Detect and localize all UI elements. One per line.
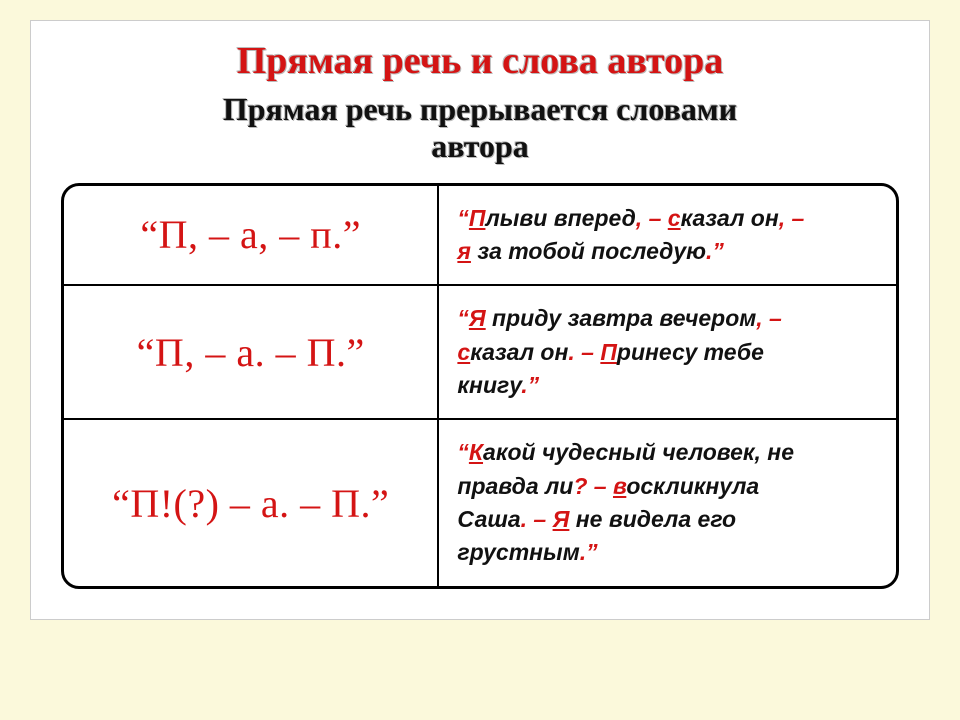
text-segment: с bbox=[457, 339, 470, 365]
text-segment: книгу bbox=[457, 372, 521, 398]
page-title: Прямая речь и слова автора bbox=[61, 39, 899, 83]
text-segment: не видела его bbox=[569, 506, 736, 532]
example-cell: “Плыви вперед, – сказал он, – я за тобой… bbox=[438, 186, 896, 286]
page-background: Прямая речь и слова автора Прямая речь п… bbox=[0, 0, 960, 720]
text-segment: , – bbox=[779, 205, 805, 231]
text-segment: с bbox=[668, 205, 681, 231]
text-segment: в bbox=[613, 473, 626, 499]
text-segment: лыви вперед bbox=[485, 205, 635, 231]
text-segment: “ bbox=[457, 205, 469, 231]
text-segment: приду завтра вечером bbox=[486, 305, 757, 331]
text-segment: “ bbox=[457, 439, 469, 465]
text-segment: .” bbox=[580, 539, 598, 565]
text-segment: .” bbox=[521, 372, 539, 398]
text-segment: “ bbox=[457, 305, 469, 331]
example-cell: “Я приду завтра вечером, – сказал он. – … bbox=[438, 285, 896, 419]
example-cell: “Какой чудесный человек, не правда ли? –… bbox=[438, 419, 896, 585]
text-segment: правда ли bbox=[457, 473, 573, 499]
text-segment: . – bbox=[521, 506, 553, 532]
text-segment: К bbox=[469, 439, 483, 465]
pattern-cell: “П!(?) – а. – П.” bbox=[64, 419, 438, 585]
subtitle-line-1: Прямая речь прерывается словами bbox=[223, 91, 737, 127]
text-segment: акой чудесный человек, не bbox=[483, 439, 794, 465]
text-segment: грустным bbox=[457, 539, 579, 565]
page-subtitle: Прямая речь прерывается словами автора bbox=[61, 91, 899, 165]
text-segment: за тобой последую bbox=[471, 238, 706, 264]
text-segment: ? – bbox=[573, 473, 613, 499]
text-segment: казал он bbox=[470, 339, 568, 365]
table-row: “П!(?) – а. – П.”“Какой чудесный человек… bbox=[64, 419, 896, 585]
text-segment: ринесу тебе bbox=[617, 339, 764, 365]
text-segment: Саша bbox=[457, 506, 520, 532]
table-row: “П, – а. – П.”“Я приду завтра вечером, –… bbox=[64, 285, 896, 419]
text-segment: П bbox=[469, 205, 486, 231]
pattern-cell: “П, – а, – п.” bbox=[64, 186, 438, 286]
text-segment: , – bbox=[756, 305, 782, 331]
text-segment: казал он bbox=[681, 205, 779, 231]
text-segment: Я bbox=[553, 506, 570, 532]
rules-table-wrap: “П, – а, – п.”“Плыви вперед, – сказал он… bbox=[61, 183, 899, 589]
rules-table-body: “П, – а, – п.”“Плыви вперед, – сказал он… bbox=[64, 186, 896, 586]
text-segment: я bbox=[457, 238, 471, 264]
text-segment: П bbox=[600, 339, 617, 365]
pattern-cell: “П, – а. – П.” bbox=[64, 285, 438, 419]
text-segment: оскликнула bbox=[626, 473, 759, 499]
text-segment: . – bbox=[568, 339, 600, 365]
text-segment: Я bbox=[469, 305, 486, 331]
subtitle-line-2: автора bbox=[431, 128, 529, 164]
table-row: “П, – а, – п.”“Плыви вперед, – сказал он… bbox=[64, 186, 896, 286]
rules-table: “П, – а, – п.”“Плыви вперед, – сказал он… bbox=[64, 186, 896, 586]
text-segment: , – bbox=[636, 205, 668, 231]
content-card: Прямая речь и слова автора Прямая речь п… bbox=[30, 20, 930, 620]
text-segment: .” bbox=[706, 238, 724, 264]
